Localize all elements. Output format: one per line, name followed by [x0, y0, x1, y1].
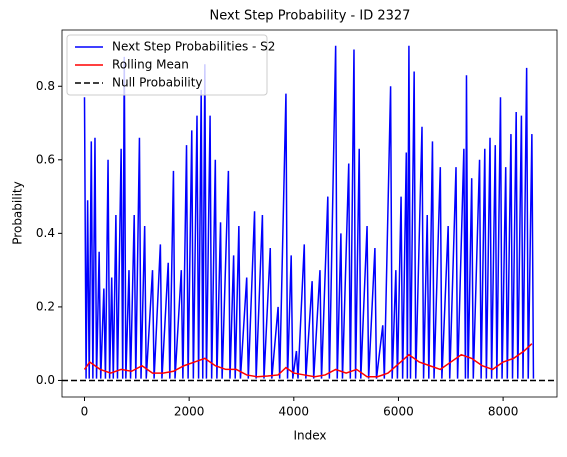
- x-tick-label: 4000: [279, 405, 310, 419]
- y-tick-label: 0.4: [36, 226, 55, 240]
- y-tick-label: 0.8: [36, 79, 55, 93]
- legend-label: Null Probability: [112, 76, 203, 90]
- x-axis-label: Index: [293, 429, 326, 443]
- legend-label: Next Step Probabilities - S2: [112, 40, 275, 54]
- line-series: [83, 343, 533, 378]
- y-tick-label: 0.2: [36, 299, 55, 313]
- x-tick-label: 0: [81, 405, 89, 419]
- line-series: [83, 45, 535, 379]
- plot-frame: [61, 29, 558, 398]
- y-tick-label: 0.0: [36, 373, 55, 387]
- x-tick-label: 2000: [174, 405, 205, 419]
- chart-title: Next Step Probability - ID 2327: [210, 9, 411, 24]
- x-tick-label: 8000: [488, 405, 519, 419]
- x-tick-label: 6000: [383, 405, 414, 419]
- y-axis-label: Probability: [11, 181, 25, 244]
- legend-label: Rolling Mean: [112, 58, 189, 72]
- legend-box: [66, 34, 268, 96]
- y-tick-label: 0.6: [36, 152, 55, 166]
